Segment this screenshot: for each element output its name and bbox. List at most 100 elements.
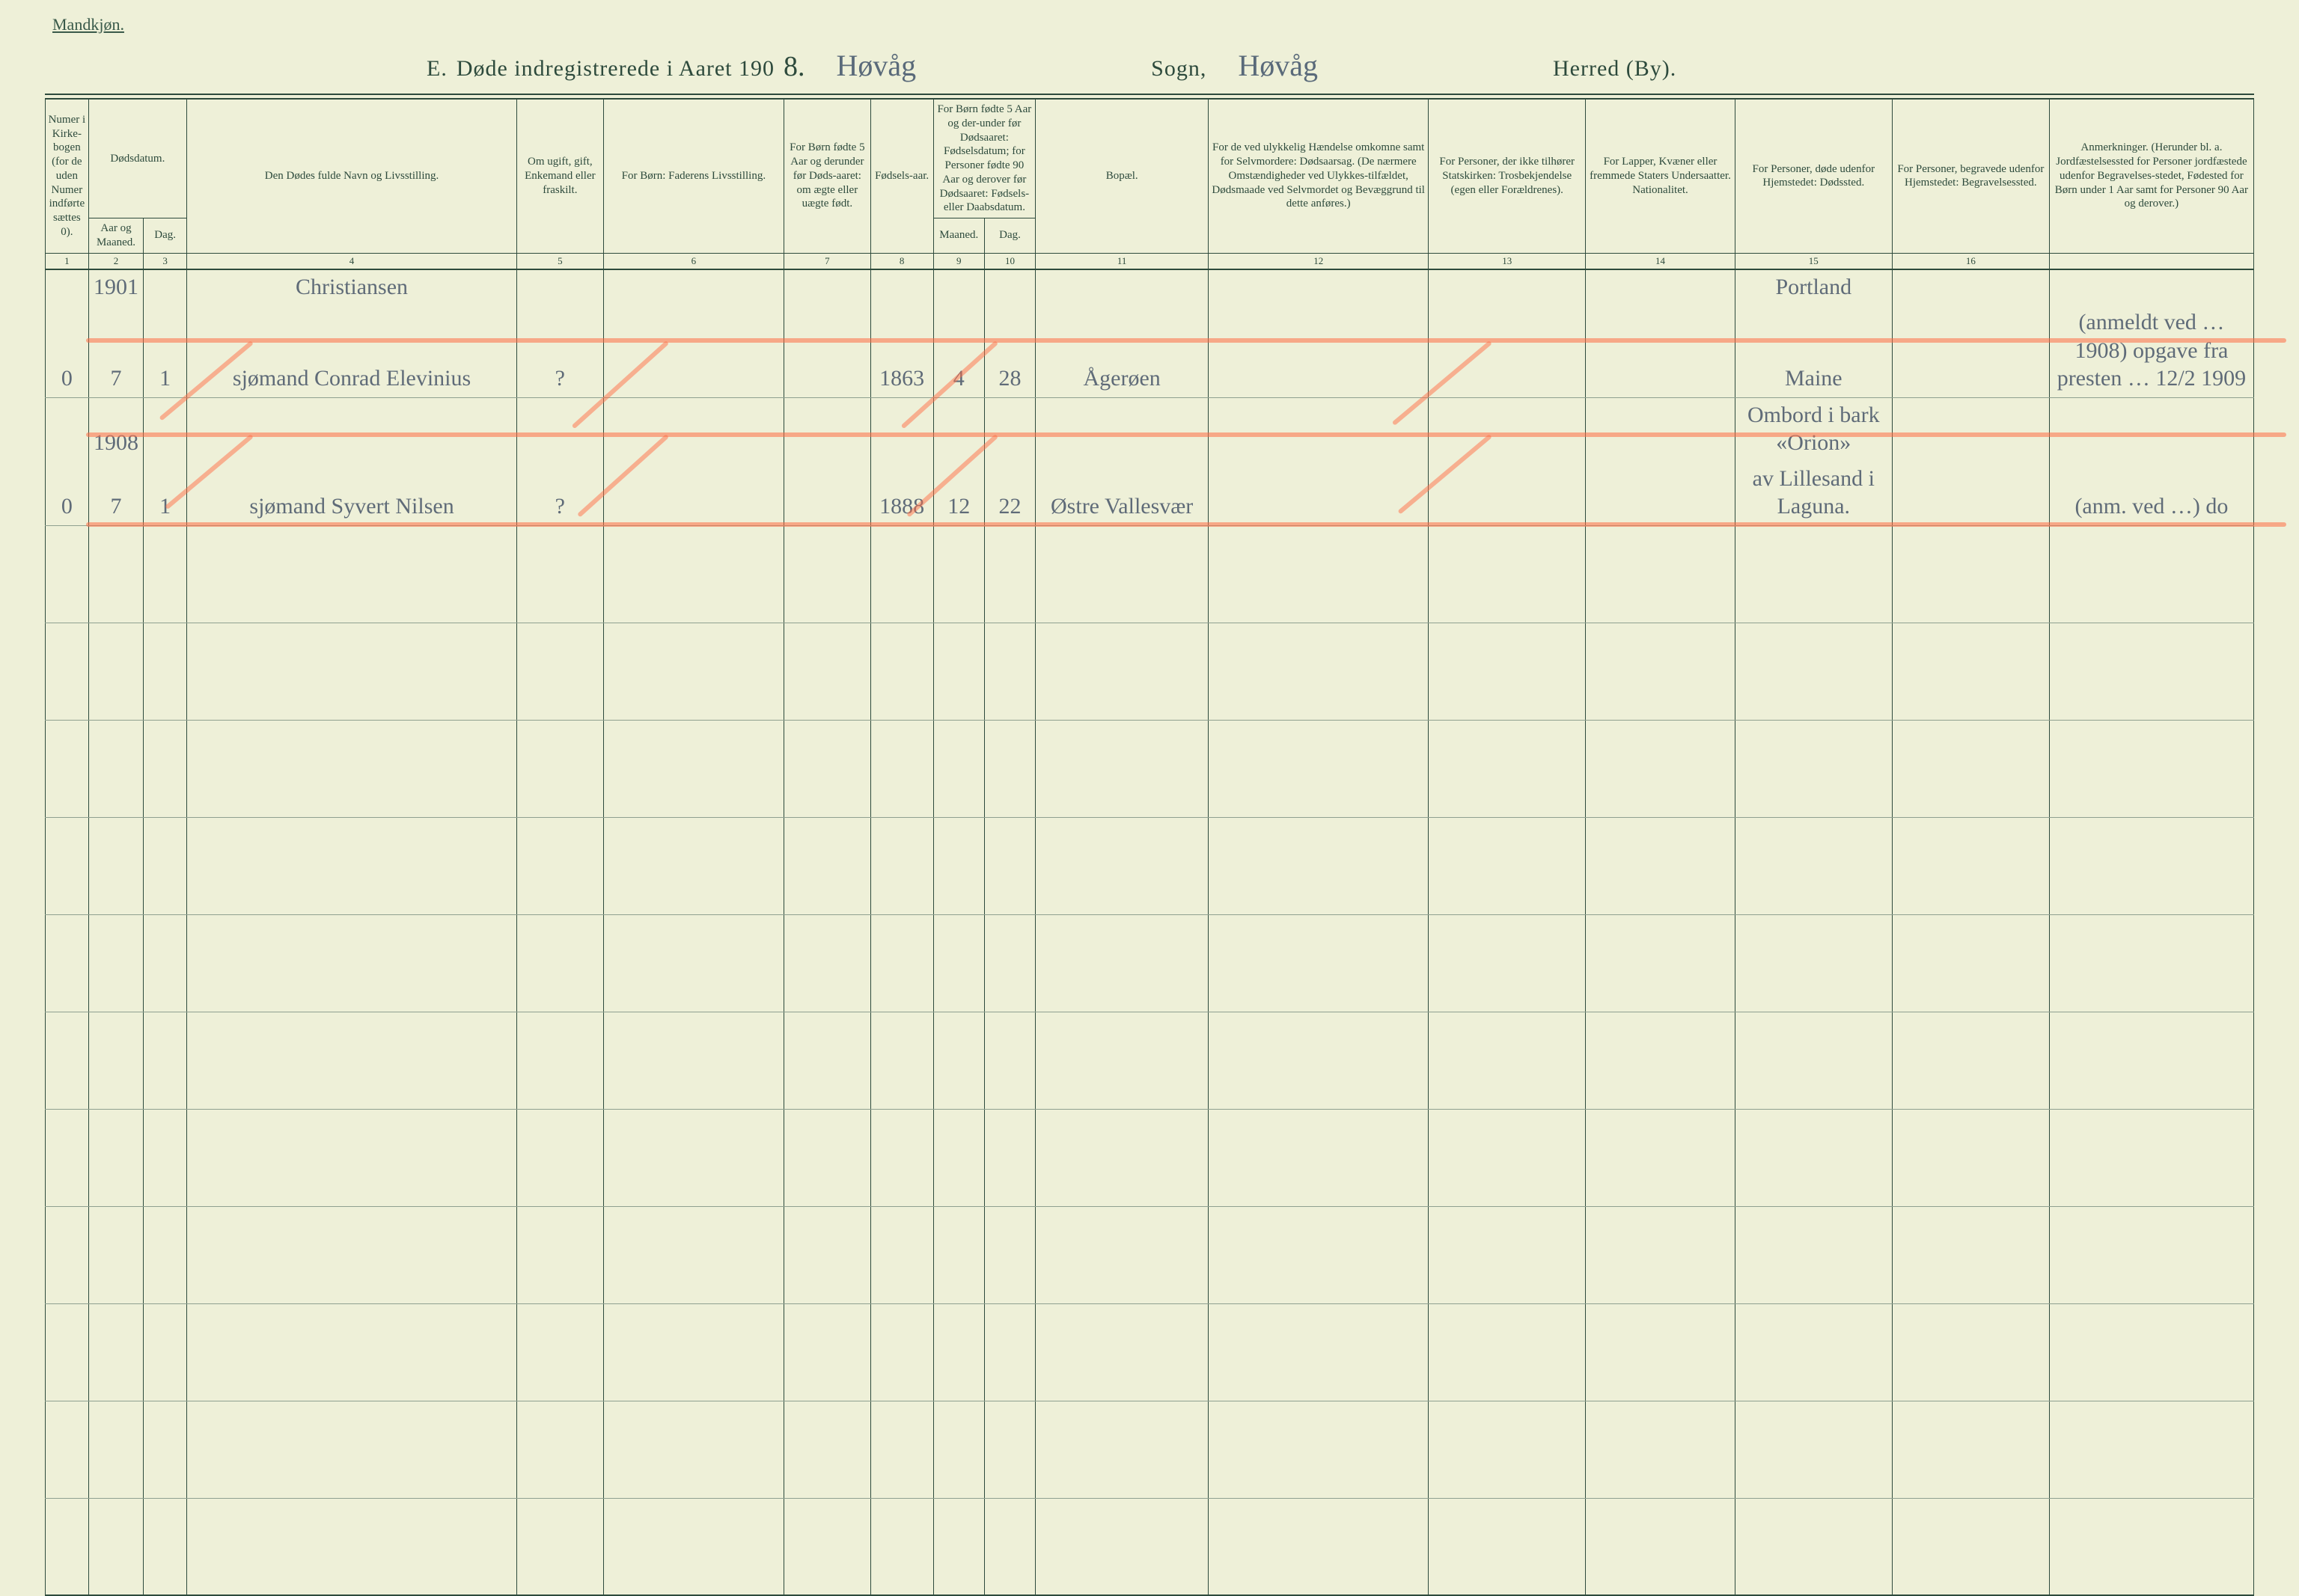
- hdr-begrav: For Personer, begravede udenfor Hjemsted…: [1892, 100, 2049, 254]
- empty-cell: [984, 914, 1035, 1012]
- empty-cell: [187, 720, 517, 817]
- cell-tros: [1429, 462, 1586, 526]
- empty-cell: [88, 623, 144, 720]
- empty-cell: [933, 623, 984, 720]
- empty-cell: [1209, 1012, 1429, 1109]
- cell-nasj: [1586, 305, 1735, 397]
- register-page: Mandkjøn. E. Døde indregistrerede i Aare…: [22, 15, 2277, 1473]
- cell-navn: sjømand Syvert Nilsen: [187, 462, 517, 526]
- empty-cell: [784, 1498, 871, 1595]
- empty-cell: [1209, 1303, 1429, 1401]
- gender-label: Mandkjøn.: [52, 15, 2277, 34]
- empty-cell: [1735, 817, 1892, 914]
- empty-cell: [1586, 1012, 1735, 1109]
- empty-cell: [144, 1206, 187, 1303]
- colnum: 4: [187, 253, 517, 269]
- colnum: [2049, 253, 2253, 269]
- empty-cell: [1735, 1498, 1892, 1595]
- cell-faar: [870, 397, 933, 462]
- empty-cell: [46, 525, 89, 623]
- empty-cell: [2049, 817, 2253, 914]
- hdr-far: For Børn: Faderens Livsstilling.: [603, 100, 784, 254]
- rule-top: [45, 94, 2254, 95]
- empty-cell: [784, 623, 871, 720]
- empty-cell: [603, 1303, 784, 1401]
- empty-cell: [984, 623, 1035, 720]
- empty-cell: [2049, 1109, 2253, 1206]
- cell-anm: [2049, 397, 2253, 462]
- empty-cell: [933, 525, 984, 623]
- cell-far: [603, 305, 784, 397]
- empty-cell: [1586, 1109, 1735, 1206]
- table-header: Numer i Kirke-bogen (for de uden Numer i…: [46, 100, 2254, 269]
- empty-cell: [144, 1303, 187, 1401]
- hdr-fdatum: For Børn fødte 5 Aar og der-under før Dø…: [933, 100, 1036, 218]
- empty-cell: [1892, 720, 2049, 817]
- empty-cell: [46, 1206, 89, 1303]
- empty-cell: [1892, 525, 2049, 623]
- district-handwritten: Høvåg: [1215, 48, 1340, 83]
- hdr-navn: Den Dødes fulde Navn og Livsstilling.: [187, 100, 517, 254]
- cell-dag: [144, 269, 187, 306]
- empty-cell: [1036, 1012, 1209, 1109]
- empty-cell: [603, 1401, 784, 1498]
- empty-cell: [984, 1401, 1035, 1498]
- empty-cell: [984, 720, 1035, 817]
- colnum: 8: [870, 253, 933, 269]
- empty-cell: [1892, 1206, 2049, 1303]
- cell-aar: 1901: [88, 269, 144, 306]
- empty-cell: [870, 914, 933, 1012]
- cell-navn: Christiansen: [187, 269, 517, 306]
- empty-cell: [1209, 817, 1429, 914]
- empty-cell: [517, 817, 604, 914]
- table-row: 071sjømand Syvert Nilsen?18881222Østre V…: [46, 462, 2254, 526]
- empty-cell: [603, 914, 784, 1012]
- empty-cell: [933, 1498, 984, 1595]
- empty-cell: [2049, 1206, 2253, 1303]
- empty-cell: [1586, 623, 1735, 720]
- empty-cell: [870, 1012, 933, 1109]
- table-row: [46, 817, 2254, 914]
- colnum: 13: [1429, 253, 1586, 269]
- table-row: 1908Ombord i bark «Orion»: [46, 397, 2254, 462]
- empty-cell: [144, 525, 187, 623]
- empty-cell: [603, 1498, 784, 1595]
- cell-bopel: [1036, 397, 1209, 462]
- empty-cell: [933, 1303, 984, 1401]
- cell-fm: 4: [933, 305, 984, 397]
- cell-far: [603, 269, 784, 306]
- empty-cell: [46, 1498, 89, 1595]
- empty-cell: [603, 1206, 784, 1303]
- colnum: 15: [1735, 253, 1892, 269]
- table-row: [46, 1206, 2254, 1303]
- empty-cell: [144, 817, 187, 914]
- empty-cell: [1209, 1109, 1429, 1206]
- empty-cell: [784, 1303, 871, 1401]
- cell-far: [603, 397, 784, 462]
- empty-cell: [603, 623, 784, 720]
- empty-cell: [187, 623, 517, 720]
- cell-aar: 1908: [88, 397, 144, 462]
- empty-cell: [933, 1109, 984, 1206]
- colnum: 1: [46, 253, 89, 269]
- empty-cell: [88, 914, 144, 1012]
- empty-cell: [2049, 1401, 2253, 1498]
- empty-cell: [88, 525, 144, 623]
- table-body: 1901ChristiansenPortland071sjømand Conra…: [46, 269, 2254, 1596]
- cell-dag: 1: [144, 462, 187, 526]
- empty-cell: [870, 1498, 933, 1595]
- empty-cell: [187, 1401, 517, 1498]
- empty-cell: [1735, 1401, 1892, 1498]
- cell-stand: [517, 269, 604, 306]
- hdr-faar: Fødsels-aar.: [870, 100, 933, 254]
- empty-cell: [870, 1206, 933, 1303]
- empty-cell: [1036, 1303, 1209, 1401]
- colnum: 6: [603, 253, 784, 269]
- empty-cell: [984, 817, 1035, 914]
- empty-cell: [1735, 623, 1892, 720]
- empty-cell: [1429, 720, 1586, 817]
- empty-cell: [933, 817, 984, 914]
- empty-cell: [46, 623, 89, 720]
- empty-cell: [784, 1206, 871, 1303]
- hdr-aegte: For Børn fødte 5 Aar og derunder før Død…: [784, 100, 871, 254]
